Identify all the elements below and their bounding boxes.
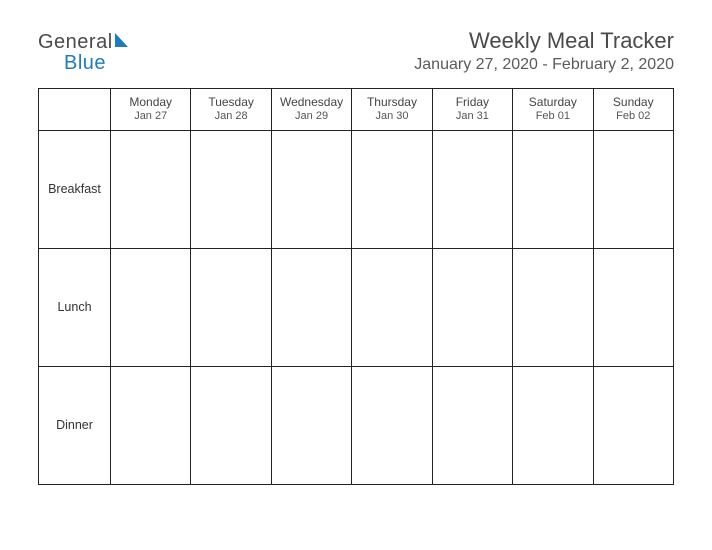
title-block: Weekly Meal Tracker January 27, 2020 - F… xyxy=(414,28,674,74)
table-row: Dinner xyxy=(39,366,674,484)
col-header: WednesdayJan 29 xyxy=(271,89,351,131)
meal-cell[interactable] xyxy=(593,130,673,248)
meal-cell[interactable] xyxy=(271,366,351,484)
page: General Blue Weekly Meal Tracker January… xyxy=(0,0,712,515)
header: General Blue Weekly Meal Tracker January… xyxy=(38,28,674,74)
meal-cell[interactable] xyxy=(432,130,512,248)
col-header: SundayFeb 02 xyxy=(593,89,673,131)
meal-cell[interactable] xyxy=(432,248,512,366)
day-date: Jan 27 xyxy=(113,110,188,124)
sail-icon xyxy=(114,32,134,53)
day-date: Jan 28 xyxy=(193,110,268,124)
row-header-lunch: Lunch xyxy=(39,248,111,366)
col-header: ThursdayJan 30 xyxy=(352,89,432,131)
day-name: Monday xyxy=(113,95,188,110)
table-header-row: MondayJan 27 TuesdayJan 28 WednesdayJan … xyxy=(39,89,674,131)
meal-cell[interactable] xyxy=(593,248,673,366)
meal-cell[interactable] xyxy=(191,130,271,248)
day-name: Tuesday xyxy=(193,95,268,110)
row-header-dinner: Dinner xyxy=(39,366,111,484)
day-name: Sunday xyxy=(596,95,671,110)
logo-word-blue: Blue xyxy=(38,52,106,74)
table-row: Lunch xyxy=(39,248,674,366)
logo-word-general: General xyxy=(38,31,113,53)
meal-cell[interactable] xyxy=(352,366,432,484)
day-name: Saturday xyxy=(515,95,590,110)
meal-cell[interactable] xyxy=(191,248,271,366)
meal-tracker-table: MondayJan 27 TuesdayJan 28 WednesdayJan … xyxy=(38,88,674,485)
meal-cell[interactable] xyxy=(352,248,432,366)
col-header: TuesdayJan 28 xyxy=(191,89,271,131)
day-name: Thursday xyxy=(354,95,429,110)
page-subtitle: January 27, 2020 - February 2, 2020 xyxy=(414,56,674,74)
meal-cell[interactable] xyxy=(352,130,432,248)
logo-text-block: General Blue xyxy=(38,30,134,74)
meal-cell[interactable] xyxy=(271,248,351,366)
day-date: Feb 02 xyxy=(596,110,671,124)
meal-cell[interactable] xyxy=(111,366,191,484)
row-header-breakfast: Breakfast xyxy=(39,130,111,248)
table-row: Breakfast xyxy=(39,130,674,248)
meal-cell[interactable] xyxy=(111,248,191,366)
col-header: FridayJan 31 xyxy=(432,89,512,131)
col-header: MondayJan 27 xyxy=(111,89,191,131)
day-date: Feb 01 xyxy=(515,110,590,124)
day-name: Friday xyxy=(435,95,510,110)
day-date: Jan 31 xyxy=(435,110,510,124)
meal-cell[interactable] xyxy=(111,130,191,248)
meal-cell[interactable] xyxy=(513,248,593,366)
day-date: Jan 29 xyxy=(274,110,349,124)
day-name: Wednesday xyxy=(274,95,349,110)
table-corner-cell xyxy=(39,89,111,131)
meal-cell[interactable] xyxy=(513,130,593,248)
meal-cell[interactable] xyxy=(432,366,512,484)
meal-cell[interactable] xyxy=(513,366,593,484)
day-date: Jan 30 xyxy=(354,110,429,124)
meal-cell[interactable] xyxy=(593,366,673,484)
meal-cell[interactable] xyxy=(191,366,271,484)
meal-cell[interactable] xyxy=(271,130,351,248)
col-header: SaturdayFeb 01 xyxy=(513,89,593,131)
page-title: Weekly Meal Tracker xyxy=(414,28,674,54)
logo: General Blue xyxy=(38,28,134,74)
